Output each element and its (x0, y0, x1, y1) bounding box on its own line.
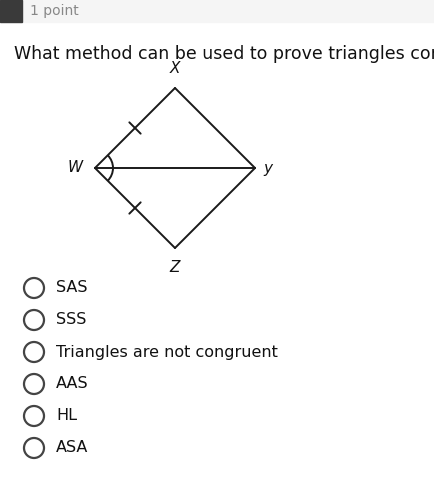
Text: 1 point: 1 point (30, 4, 79, 18)
Bar (0, 0, 22, 22)
Text: X: X (169, 61, 180, 76)
Text: HL: HL (56, 409, 77, 424)
Text: SSS: SSS (56, 313, 86, 327)
Text: AAS: AAS (56, 377, 89, 392)
Text: What method can be used to prove triangles congruent?: What method can be used to prove triangl… (14, 45, 434, 63)
Text: y: y (263, 160, 271, 175)
Bar (0, 0, 434, 22)
Text: W: W (68, 160, 83, 175)
Text: Triangles are not congruent: Triangles are not congruent (56, 344, 277, 359)
Text: Z: Z (169, 260, 180, 275)
Text: ASA: ASA (56, 440, 88, 455)
Text: SAS: SAS (56, 281, 87, 296)
